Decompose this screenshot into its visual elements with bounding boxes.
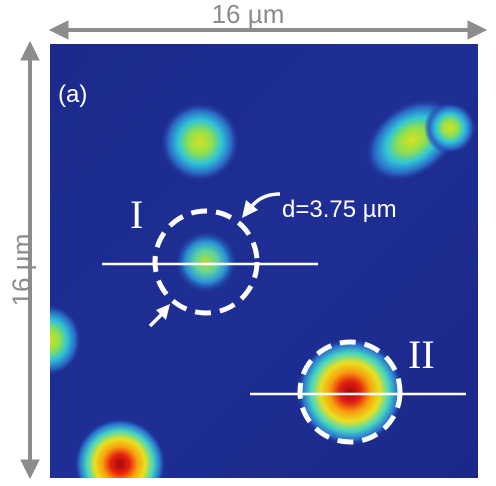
fluorescence-image xyxy=(50,44,478,478)
width-dimension-label: 16 µm xyxy=(211,0,285,29)
spot-two xyxy=(296,338,404,446)
spot-two-circle xyxy=(297,339,403,445)
spot-two-label: II xyxy=(408,332,435,377)
spot-one-label: I xyxy=(130,192,143,237)
spot-one-circle xyxy=(152,208,260,316)
height-dimension-arrow xyxy=(20,40,40,480)
spot xyxy=(50,304,82,376)
spot xyxy=(160,102,240,182)
width-dimension-arrow xyxy=(48,20,488,40)
spot xyxy=(424,102,476,154)
diameter-arrow-top xyxy=(242,192,281,218)
spot xyxy=(74,418,166,478)
diameter-label: d=3.75 µm xyxy=(282,196,397,223)
diameter-arrow-bottom xyxy=(148,304,170,328)
panel-label: (a) xyxy=(58,81,87,108)
spot-one xyxy=(174,230,238,294)
